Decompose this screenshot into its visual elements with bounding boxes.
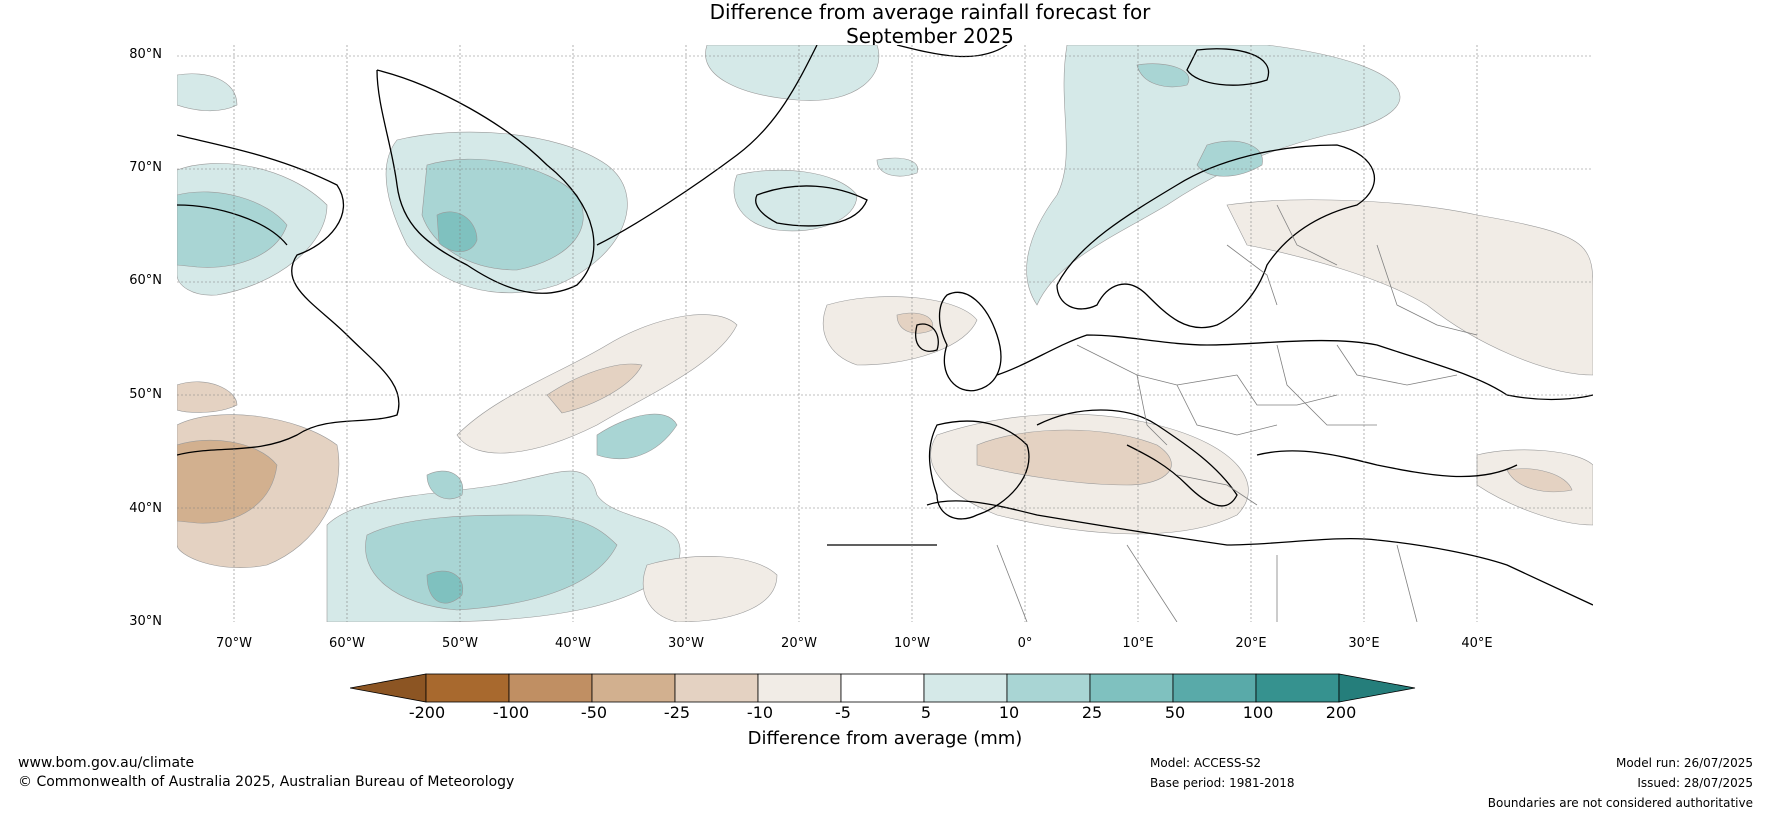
lon-label-10e: 10°E (1122, 636, 1154, 651)
colorbar-tick: 100 (1242, 703, 1274, 722)
colorbar-tick: 10 (998, 703, 1020, 722)
map-title: Difference from average rainfall forecas… (600, 0, 1260, 48)
colorbar-tick: -100 (492, 703, 530, 722)
title-line-2: September 2025 (846, 24, 1014, 48)
country-borders (996, 204, 1478, 622)
colorbar-extend-low (350, 673, 427, 703)
colorbar-segment (508, 673, 593, 703)
lon-label-20e: 20°E (1235, 636, 1267, 651)
footer-model-run: Model run: 26/07/2025 (1615, 756, 1753, 770)
colorbar-tick: -25 (663, 703, 691, 722)
coastlines (177, 45, 1593, 606)
colorbar-segment (591, 673, 676, 703)
colorbar-tick: 50 (1164, 703, 1186, 722)
lat-label-60n: 60°N (129, 273, 162, 288)
lon-label-0: 0° (1017, 636, 1033, 651)
lat-label-70n: 70°N (129, 160, 162, 175)
colorbar-label: Difference from average (mm) (747, 728, 1023, 749)
colorbar-segment (757, 673, 842, 703)
lon-label-10w: 10°W (894, 636, 930, 651)
colorbar-tick: 5 (920, 703, 932, 722)
title-line-1: Difference from average rainfall forecas… (709, 0, 1151, 24)
footer-base-period: Base period: 1981-2018 (1150, 776, 1295, 790)
lon-label-60w: 60°W (329, 636, 365, 651)
lon-label-30w: 30°W (668, 636, 704, 651)
colorbar-extend-high (1338, 673, 1416, 703)
lon-label-20w: 20°W (781, 636, 817, 651)
lat-label-30n: 30°N (129, 614, 162, 629)
graticule (177, 45, 1593, 622)
footer-website: www.bom.gov.au/climate (18, 755, 195, 771)
colorbar-tick: -50 (580, 703, 608, 722)
colorbar (350, 673, 1416, 703)
colorbar-segment (840, 673, 925, 703)
footer-model: Model: ACCESS-S2 (1150, 756, 1262, 770)
colorbar-tick: 200 (1325, 703, 1357, 722)
lon-label-70w: 70°W (216, 636, 252, 651)
lon-label-40w: 40°W (555, 636, 591, 651)
colorbar-segment (1089, 673, 1174, 703)
colorbar-segment (923, 673, 1008, 703)
colorbar-tick: -200 (408, 703, 446, 722)
footer-issued: Issued: 28/07/2025 (1637, 776, 1753, 790)
colorbar-tick: -10 (746, 703, 774, 722)
colorbar-segment (674, 673, 759, 703)
colorbar-segment (1006, 673, 1091, 703)
lat-label-80n: 80°N (129, 47, 162, 62)
lat-label-50n: 50°N (129, 387, 162, 402)
footer-disclaimer: Boundaries are not considered authoritat… (1487, 796, 1753, 810)
rainfall-anomaly-map (177, 45, 1593, 622)
lat-label-40n: 40°N (129, 501, 162, 516)
lon-label-30e: 30°E (1348, 636, 1380, 651)
colorbar-segment (1255, 673, 1340, 703)
colorbar-tick: 25 (1081, 703, 1103, 722)
anomaly-shading (177, 45, 1593, 622)
lon-label-40e: 40°E (1461, 636, 1493, 651)
colorbar-tick: -5 (835, 703, 851, 722)
colorbar-segment (1172, 673, 1257, 703)
colorbar-segment (425, 673, 510, 703)
footer-copyright: © Commonwealth of Australia 2025, Austra… (18, 774, 515, 790)
lon-label-50w: 50°W (442, 636, 478, 651)
